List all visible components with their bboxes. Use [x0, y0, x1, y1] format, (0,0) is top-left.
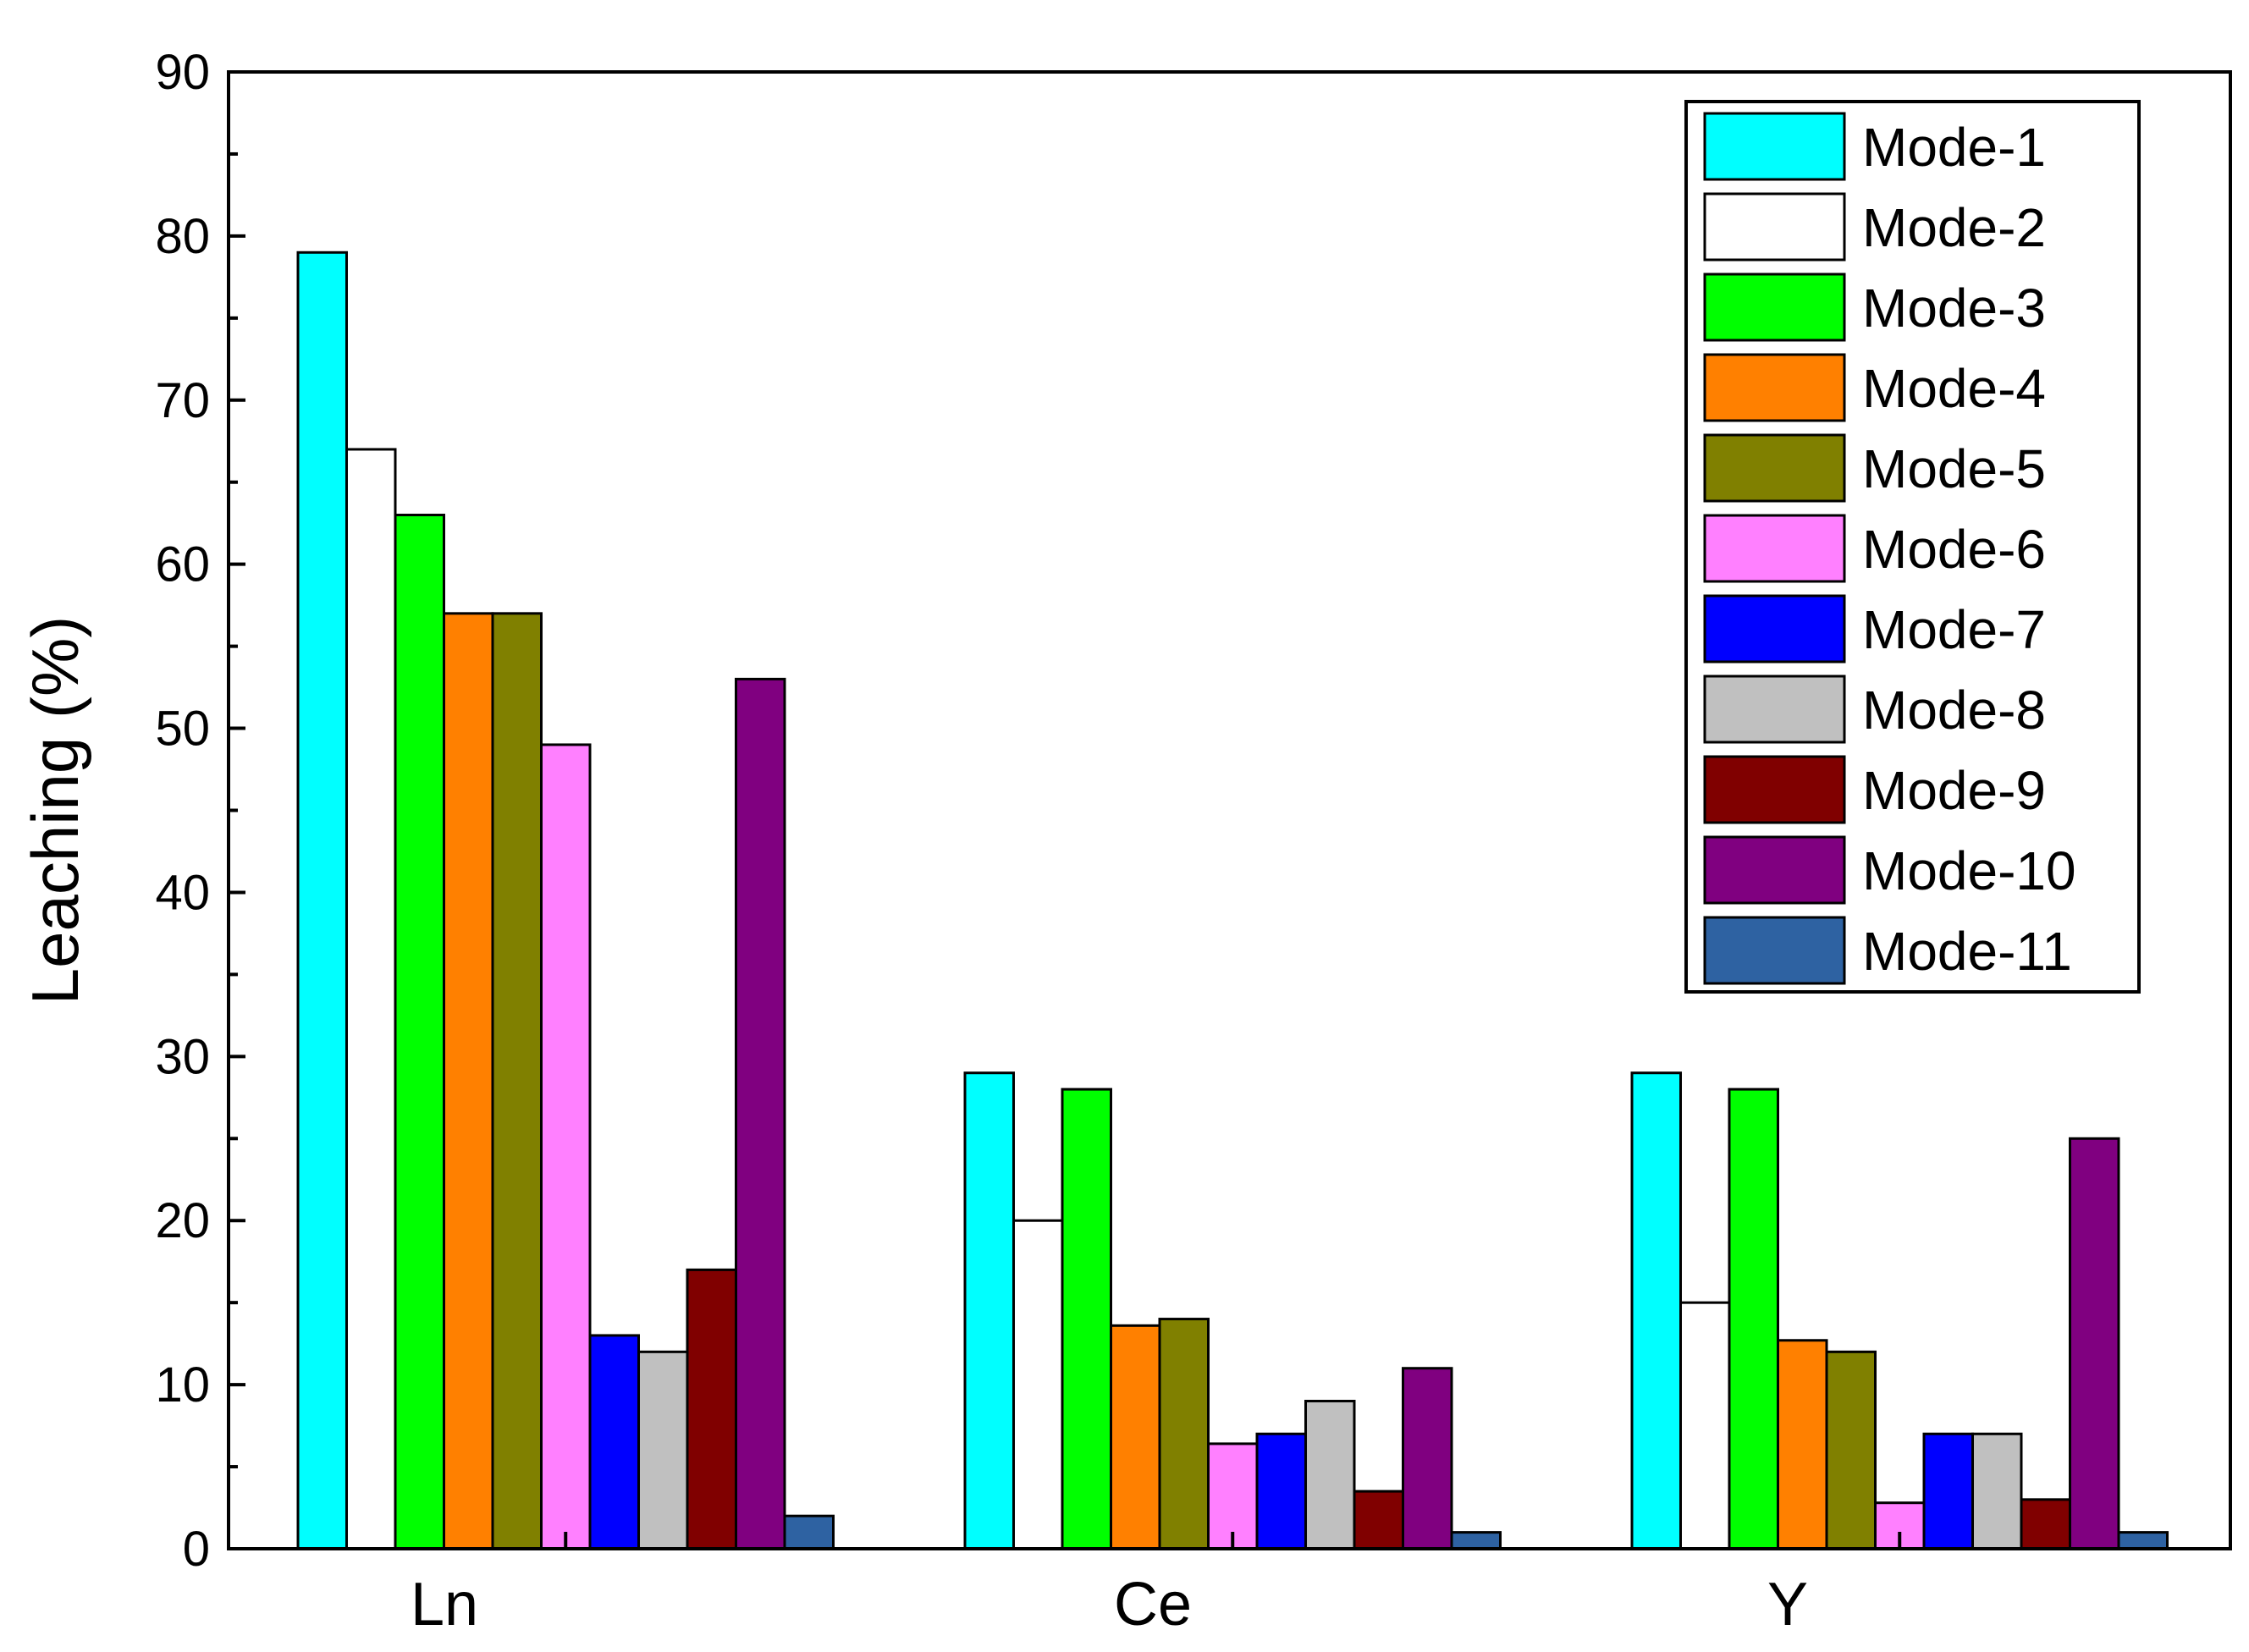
bar-ce-mode-3 [1061, 1088, 1112, 1550]
legend-swatch [1703, 916, 1846, 985]
bar-y-mode-4 [1777, 1339, 1828, 1550]
legend-label: Mode-10 [1862, 840, 2076, 901]
bar-ln-mode-8 [637, 1350, 689, 1550]
bar-y-mode-2 [1679, 1301, 1731, 1550]
y-tick-label: 50 [155, 702, 210, 757]
legend-label: Mode-9 [1862, 760, 2046, 821]
y-tick-label: 90 [155, 45, 210, 100]
legend-swatch [1703, 755, 1846, 824]
x-axis: Ln Ce Y [411, 1532, 1902, 1638]
bar-y-mode-1 [1630, 1071, 1682, 1550]
legend-swatch [1703, 433, 1846, 503]
bar-ce-mode-9 [1353, 1490, 1404, 1550]
bar-y-mode-10 [2069, 1137, 2120, 1550]
bar-ce-mode-2 [1012, 1219, 1064, 1550]
y-tick-label: 30 [155, 1029, 210, 1084]
bar-ce-mode-10 [1402, 1367, 1453, 1550]
bar-ln-mode-3 [394, 514, 445, 1550]
legend-label: Mode-11 [1862, 921, 2072, 982]
y-tick-label: 60 [155, 537, 210, 592]
bar-ce-mode-7 [1255, 1432, 1307, 1550]
legend-swatch [1703, 273, 1846, 342]
legend-swatch [1703, 835, 1846, 905]
legend-swatch [1703, 594, 1846, 664]
x-category-label: Ln [411, 1571, 478, 1638]
y-tick-label: 70 [155, 373, 210, 428]
bar-ce-mode-6 [1207, 1442, 1259, 1550]
bar-ln-mode-7 [588, 1334, 640, 1550]
legend-swatch [1703, 514, 1846, 583]
legend-label: Mode-3 [1862, 278, 2046, 339]
y-tick-label: 40 [155, 865, 210, 920]
bar-ln-mode-2 [345, 448, 397, 1550]
bar-ce-mode-11 [1450, 1531, 1502, 1550]
legend-swatch [1703, 112, 1846, 181]
legend-label: Mode-2 [1862, 197, 2046, 258]
bar-y-mode-11 [2117, 1531, 2169, 1550]
bar-y-mode-9 [2020, 1498, 2071, 1550]
x-category-label: Ce [1114, 1571, 1192, 1638]
y-axis-title: Leaching (%) [18, 616, 92, 1005]
legend-label: Mode-5 [1862, 438, 2046, 499]
bar-y-mode-7 [1922, 1432, 1974, 1550]
legend-label: Mode-7 [1862, 599, 2046, 660]
bar-y-mode-3 [1728, 1088, 1779, 1550]
x-category-label: Y [1767, 1571, 1808, 1638]
legend-label: Mode-6 [1862, 519, 2046, 580]
bars-group [296, 251, 2169, 1550]
bar-ln-mode-6 [540, 743, 592, 1550]
legend-swatch [1703, 192, 1846, 262]
bar-ln-mode-11 [783, 1514, 835, 1550]
y-tick-label: 80 [155, 209, 210, 264]
legend-label: Mode-8 [1862, 680, 2046, 741]
legend-swatch [1703, 353, 1846, 422]
y-tick-label: 0 [183, 1522, 210, 1577]
bar-y-mode-5 [1825, 1350, 1877, 1550]
bar-ln-mode-1 [296, 251, 348, 1550]
bar-y-mode-8 [1971, 1432, 2023, 1550]
legend-label: Mode-1 [1862, 117, 2046, 178]
bar-ln-mode-10 [735, 677, 786, 1550]
bar-ce-mode-1 [963, 1071, 1015, 1550]
bar-ce-mode-8 [1304, 1400, 1356, 1550]
bar-ln-mode-5 [491, 612, 543, 1550]
legend: Mode-1 Mode-2 Mode-3 Mode-4 Mode-5 Mode-6 Mode… [1684, 100, 2141, 994]
legend-label: Mode-4 [1862, 358, 2046, 419]
bar-ln-mode-9 [686, 1268, 737, 1550]
bar-ln-mode-4 [443, 612, 494, 1550]
y-tick-label: 10 [155, 1357, 210, 1412]
y-tick-label: 20 [155, 1193, 210, 1248]
y-axis: 0 10 20 30 40 50 60 70 80 90 [155, 45, 245, 1577]
legend-swatch [1703, 675, 1846, 744]
bar-ce-mode-5 [1158, 1318, 1210, 1550]
bar-ce-mode-4 [1110, 1324, 1161, 1550]
